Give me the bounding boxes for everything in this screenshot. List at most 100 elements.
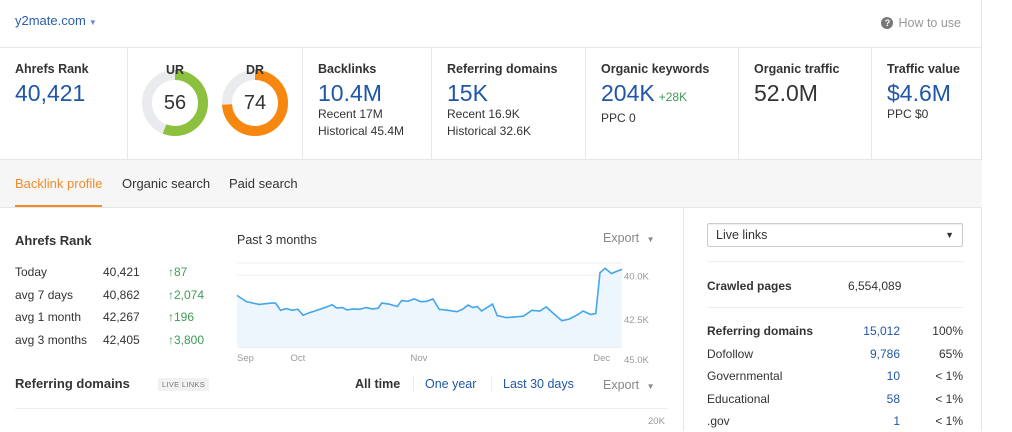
x-tick-label: Oct <box>291 353 306 364</box>
metric-recent: Recent 16.9K <box>447 107 520 121</box>
row-label: .gov <box>707 414 730 428</box>
dr-gauge: DR 74 <box>220 62 290 136</box>
row-label: Referring domains <box>707 324 814 338</box>
domain-dropdown[interactable]: y2mate.com ▼ <box>15 13 97 28</box>
rank-area <box>237 268 622 347</box>
metric-label: Organic traffic <box>754 62 840 76</box>
live-links-select[interactable]: Live links ▼ <box>707 223 963 247</box>
ur-arc <box>142 70 208 136</box>
rank-label: avg 1 month <box>15 310 82 324</box>
metric-label: Organic keywords <box>601 62 710 76</box>
rank-row: avg 1 month 42,267 ↑196 <box>15 310 215 333</box>
domain-label: y2mate.com <box>15 13 86 28</box>
rank-label: avg 3 months <box>15 332 88 347</box>
metric-historical: Historical 45.4M <box>318 124 405 138</box>
metric-backlinks: Backlinks 10.4M Recent 17M Historical 45… <box>303 48 432 159</box>
metric-label: Referring domains <box>447 62 558 76</box>
x-tick-label: Dec <box>593 353 610 364</box>
metric-ahrefs-rank: Ahrefs Rank 40,421 <box>0 48 128 159</box>
filter-all-time[interactable]: All time <box>355 377 401 391</box>
referring-domains-row: Referring domains 15,012 100% <box>707 324 963 342</box>
row-percent: 65% <box>938 346 963 361</box>
help-icon: ? <box>881 17 894 29</box>
refdomains-export-button[interactable]: Export ▼ <box>603 378 655 392</box>
row-percent: < 1% <box>935 391 963 406</box>
crawled-label: Crawled pages <box>707 279 792 293</box>
row-value[interactable]: 15,012 <box>863 324 900 338</box>
referring-domains-row: Governmental 10 < 1% <box>707 369 963 387</box>
ahrefs-rank-chart: 40.0K 42.5K 45.0K Sep Oct Nov Dec <box>236 262 649 366</box>
y-tick-label: 42.5K <box>624 315 649 326</box>
row-percent: < 1% <box>935 369 963 383</box>
metrics-bar: Ahrefs Rank 40,421 UR 56 DR 74 Backlinks… <box>0 47 982 159</box>
chart-gridline <box>15 408 668 409</box>
dr-value: 74 <box>243 92 267 114</box>
rank-change-value: 3,800 <box>174 332 205 347</box>
row-value[interactable]: 58 <box>886 391 900 406</box>
chevron-down-icon: ▼ <box>646 235 655 244</box>
row-percent: < 1% <box>935 414 963 428</box>
metric-ppc: PPC 0 <box>601 111 636 125</box>
row-label: Dofollow <box>707 346 754 361</box>
ur-gauge: UR 56 <box>140 62 210 136</box>
ur-label: UR <box>165 63 185 77</box>
metric-organic-keywords: Organic keywords 204K +28K PPC 0 <box>586 48 739 159</box>
dr-arc <box>222 70 288 136</box>
y-tick-label: 45.0K <box>624 355 649 366</box>
rank-value: 40,421 <box>103 265 140 279</box>
divider <box>707 261 963 262</box>
export-label: Export <box>603 378 640 392</box>
rank-change: ↑2,074 <box>168 287 205 302</box>
chevron-down-icon: ▼ <box>945 230 954 240</box>
metric-organic-traffic: Organic traffic 52.0M <box>739 48 872 159</box>
metric-value[interactable]: 15K <box>447 80 488 106</box>
row-value[interactable]: 1 <box>893 414 900 428</box>
metric-traffic-value: Traffic value $4.6M PPC $0 <box>872 48 982 159</box>
rank-row: avg 3 months 42,405 ↑3,800 <box>15 333 215 356</box>
referring-domains-heading: Referring domains <box>15 376 130 391</box>
rank-change: ↑87 <box>168 265 188 279</box>
chevron-down-icon: ▼ <box>88 18 97 27</box>
rank-table: Today 40,421 ↑87 avg 7 days 40,862 ↑2,074 av… <box>15 265 215 355</box>
tab-bar: Backlink profile Organic search Paid sea… <box>0 159 982 208</box>
metric-referring-domains: Referring domains 15K Recent 16.9K Histo… <box>432 48 586 159</box>
rank-line <box>236 267 623 322</box>
row-value[interactable]: 10 <box>886 369 900 383</box>
filter-one-year[interactable]: One year <box>425 377 477 391</box>
select-value: Live links <box>716 228 768 242</box>
ur-value: 56 <box>163 92 187 114</box>
rank-label: avg 7 days <box>15 287 74 302</box>
metric-label: Ahrefs Rank <box>15 62 89 76</box>
metric-value: $4.6M <box>887 80 951 106</box>
x-tick-label: Nov <box>410 353 427 364</box>
metric-value[interactable]: 204K <box>601 80 655 106</box>
row-value[interactable]: 9,786 <box>869 346 900 361</box>
rank-change-value: 196 <box>174 310 195 324</box>
dr-label: DR <box>245 63 265 77</box>
row-percent: 100% <box>932 324 963 338</box>
metric-delta: +28K <box>658 90 688 104</box>
row-label: Governmental <box>707 369 783 383</box>
rank-change-value: 87 <box>174 265 188 279</box>
rank-label: Today <box>15 265 48 279</box>
how-to-use-link[interactable]: ? How to use <box>881 16 961 30</box>
tab-backlink-profile[interactable]: Backlink profile <box>15 176 103 207</box>
metric-historical: Historical 32.6K <box>447 124 532 138</box>
referring-domains-row: .gov 1 < 1% <box>707 414 963 432</box>
metric-value: 40,421 <box>15 80 86 106</box>
rank-value: 42,267 <box>103 310 140 324</box>
metric-ur-dr: UR 56 DR 74 <box>128 48 303 159</box>
tab-paid-search[interactable]: Paid search <box>229 176 298 191</box>
rank-value: 40,862 <box>103 287 140 302</box>
y-tick-label: 20K <box>648 416 665 427</box>
live-links-badge: LIVE LINKS <box>158 378 210 391</box>
rank-export-button[interactable]: Export ▼ <box>603 231 655 245</box>
referring-domains-row: Educational 58 < 1% <box>707 392 963 410</box>
row-label: Educational <box>707 391 770 406</box>
tab-organic-search[interactable]: Organic search <box>122 176 211 191</box>
metric-value[interactable]: 10.4M <box>318 80 382 106</box>
export-label: Export <box>603 231 640 245</box>
crawled-value: 6,554,089 <box>848 279 902 293</box>
filter-last-30-days[interactable]: Last 30 days <box>503 377 574 391</box>
rank-row: Today 40,421 ↑87 <box>15 265 215 288</box>
